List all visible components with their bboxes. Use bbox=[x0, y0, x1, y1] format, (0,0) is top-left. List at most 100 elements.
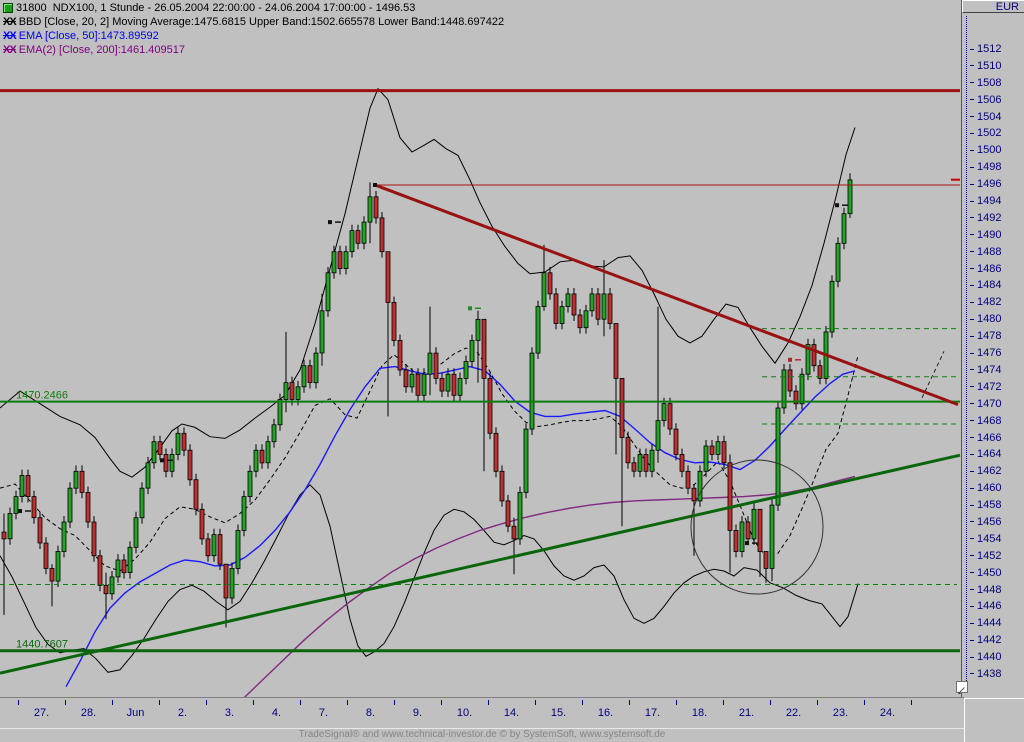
chart-plot-area[interactable]: 1470.2466 1440.7607 31800 NDX100, 1 Stund… bbox=[0, 0, 961, 697]
date-tick-mark bbox=[300, 700, 301, 705]
date-tick-mark bbox=[582, 700, 583, 705]
price-tick-label: 1480 bbox=[970, 313, 1001, 325]
price-tick-label: 1454 bbox=[970, 533, 1001, 545]
price-tick-label: 1466 bbox=[970, 432, 1001, 444]
price-tick-mark bbox=[970, 453, 974, 455]
price-tick-label: 1478 bbox=[970, 330, 1001, 342]
price-tick-label: 1504 bbox=[970, 111, 1001, 123]
circle-annotation[interactable] bbox=[690, 459, 824, 595]
pencil-resize-icon bbox=[958, 687, 965, 694]
date-tick-label: 16. bbox=[597, 707, 614, 719]
axis-edit-button[interactable] bbox=[956, 681, 968, 694]
date-tick-label: 22. bbox=[785, 707, 802, 719]
date-tick-mark bbox=[629, 700, 630, 705]
date-tick-mark bbox=[18, 700, 19, 705]
price-tick-mark bbox=[970, 403, 974, 405]
instrument-header[interactable]: 31800 NDX100, 1 Stunde - 26.05.2004 22:0… bbox=[16, 2, 416, 14]
price-tick-label: 1490 bbox=[970, 229, 1001, 241]
price-tick-label: 1486 bbox=[970, 263, 1001, 275]
date-tick-mark bbox=[817, 700, 818, 705]
date-tick-label: Jun bbox=[126, 707, 145, 719]
date-tick-label: 14. bbox=[503, 707, 520, 719]
price-tick-mark bbox=[970, 318, 974, 320]
date-tick-mark bbox=[159, 700, 160, 705]
date-tick-label: 27. bbox=[33, 707, 50, 719]
date-tick-mark bbox=[347, 700, 348, 705]
price-tick-mark bbox=[970, 639, 974, 641]
bollinger-upper-band-line bbox=[0, 87, 856, 478]
price-tick-label: 1442 bbox=[970, 634, 1001, 646]
price-tick-mark bbox=[970, 149, 974, 151]
trade-marker-icon bbox=[745, 541, 749, 546]
date-tick-mark bbox=[864, 700, 865, 705]
indicator-label: EMA(2) [Close, 200]:1461.409517 bbox=[18, 44, 186, 56]
price-tick-label: 1494 bbox=[970, 195, 1001, 207]
date-tick-label: 28. bbox=[80, 707, 97, 719]
price-tick-mark bbox=[970, 420, 974, 422]
indicator-xx-icon: XX bbox=[3, 16, 17, 28]
price-tick-mark bbox=[970, 386, 974, 388]
price-tick-mark bbox=[970, 369, 974, 371]
date-tick-mark bbox=[770, 700, 771, 705]
price-axis[interactable]: 1512 1510 1508 1506 1504 1502 1500 1498 1496 1494… bbox=[956, 14, 1024, 697]
date-axis[interactable]: 27. 28. Jun 2. 3. 4. 7. 8. 9. 10. 14. 15. 16. 17. 18. 2… bbox=[0, 697, 964, 728]
date-tick-mark bbox=[441, 700, 442, 705]
price-tick-label: 1462 bbox=[970, 465, 1001, 477]
trade-marker-icon bbox=[788, 357, 792, 362]
date-tick-mark bbox=[65, 700, 66, 705]
price-tick-mark bbox=[970, 132, 974, 134]
date-tick-label: 18. bbox=[691, 707, 708, 719]
indicator-label: EMA [Close, 50]:1473.89592 bbox=[18, 30, 159, 42]
date-tick-label: 17. bbox=[644, 707, 661, 719]
date-tick-label: 21. bbox=[738, 707, 755, 719]
price-level-label: 1470.2466 bbox=[16, 390, 68, 402]
chart-window-icon bbox=[3, 3, 13, 13]
dashed-segment bbox=[921, 351, 945, 399]
date-tick-label: 8. bbox=[365, 707, 376, 719]
price-tick-label: 1492 bbox=[970, 212, 1001, 224]
chart-canvas[interactable]: 1470.2466 1440.7607 bbox=[0, 0, 961, 697]
price-tick-label: 1468 bbox=[970, 415, 1001, 427]
price-tick-label: 1488 bbox=[970, 246, 1001, 258]
date-tick-label: 15. bbox=[550, 707, 567, 719]
price-tick-mark bbox=[970, 504, 974, 506]
trendline[interactable] bbox=[0, 453, 961, 675]
indicator-xx-icon: XX bbox=[3, 30, 17, 42]
indicator-row-ema200[interactable]: XX EMA(2) [Close, 200]:1461.409517 bbox=[3, 44, 185, 57]
footer-credit: TradeSignal® and www.technical-investor.… bbox=[0, 728, 964, 742]
price-tick-mark bbox=[970, 656, 974, 658]
date-tick-label: 24. bbox=[879, 707, 896, 719]
price-tick-mark bbox=[970, 487, 974, 489]
date-tick-label: 10. bbox=[456, 707, 473, 719]
price-tick-label: 1438 bbox=[970, 668, 1001, 680]
price-tick-mark bbox=[970, 622, 974, 624]
price-tick-mark bbox=[970, 352, 974, 354]
indicator-row-bbd[interactable]: XX BBD [Close, 20, 2] Moving Average:1475… bbox=[3, 16, 504, 29]
trade-marker-icon bbox=[160, 458, 164, 463]
date-tick-label: 23. bbox=[832, 707, 849, 719]
price-tick-label: 1474 bbox=[970, 364, 1001, 376]
price-tick-mark bbox=[970, 335, 974, 337]
ema50-line bbox=[65, 365, 856, 688]
price-tick-mark bbox=[970, 521, 974, 523]
panel-divider bbox=[961, 0, 962, 698]
trade-marker-icon bbox=[373, 183, 377, 187]
price-tick-label: 1452 bbox=[970, 550, 1001, 562]
date-tick-mark bbox=[206, 700, 207, 705]
indicator-xx-icon: XX bbox=[3, 44, 17, 56]
price-tick-mark bbox=[970, 268, 974, 270]
price-tick-mark bbox=[970, 65, 974, 67]
price-tick-label: 1484 bbox=[970, 279, 1001, 291]
price-axis-currency: EUR bbox=[962, 0, 1024, 13]
trade-marker-icon bbox=[18, 509, 22, 513]
indicator-row-ema50[interactable]: XX EMA [Close, 50]:1473.89592 bbox=[3, 30, 159, 43]
price-tick-mark bbox=[970, 605, 974, 607]
price-tick-label: 1500 bbox=[970, 144, 1001, 156]
trendline[interactable] bbox=[374, 183, 959, 407]
price-tick-label: 1470 bbox=[970, 398, 1001, 410]
trade-marker-icon bbox=[835, 203, 839, 208]
date-tick-mark bbox=[676, 700, 677, 705]
indicator-label: BBD [Close, 20, 2] Moving Average:1475.6… bbox=[18, 16, 505, 28]
price-tick-label: 1502 bbox=[970, 127, 1001, 139]
date-tick-label: 3. bbox=[224, 707, 235, 719]
